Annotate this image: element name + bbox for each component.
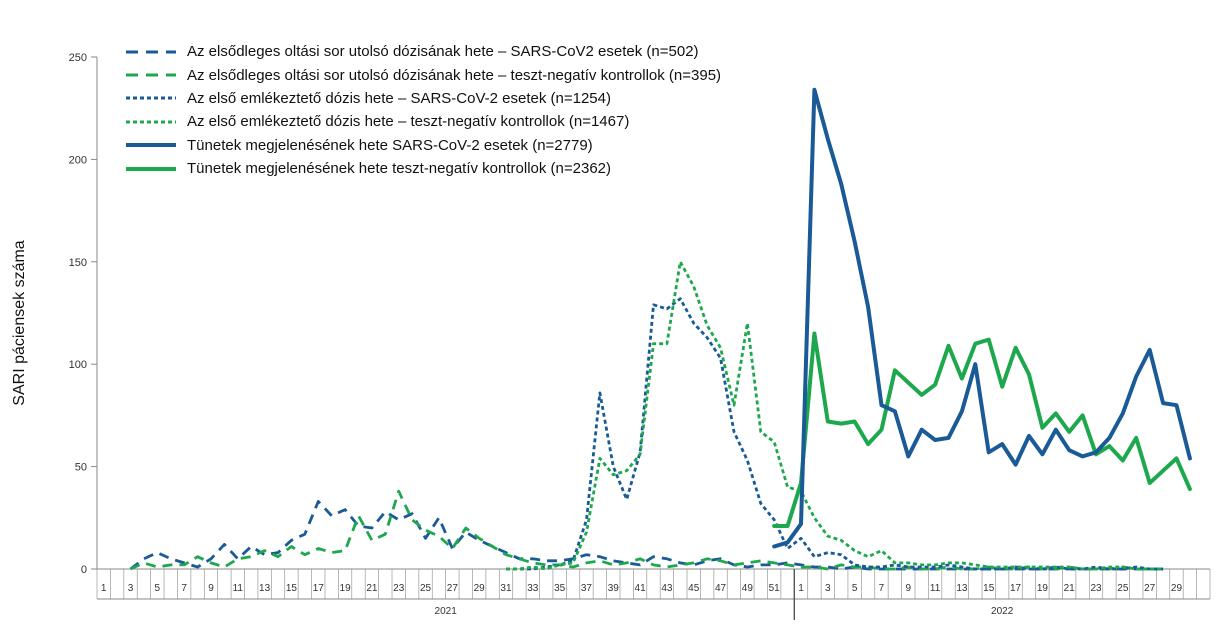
- x-tick-label: 1: [798, 583, 804, 594]
- x-tick-label: 43: [661, 583, 673, 594]
- y-tick-label: 150: [69, 257, 87, 269]
- series-line-4: [506, 260, 1164, 571]
- legend-label: Tünetek megjelenésének hete teszt-negatí…: [187, 160, 612, 178]
- y-tick-label: 200: [69, 154, 87, 166]
- legend-swatch: [126, 143, 176, 148]
- legend-label: Tünetek megjelenésének hete SARS-CoV-2 e…: [187, 136, 593, 154]
- legend-swatch: [126, 96, 176, 100]
- x-tick-label: 7: [181, 583, 187, 594]
- y-tick-label: 0: [81, 564, 87, 576]
- x-tick-label: 11: [930, 583, 941, 594]
- legend-label: Az első emlékeztető dózis hete – teszt-n…: [187, 113, 630, 131]
- x-tick-label: 9: [906, 583, 912, 594]
- x-tick-label: 29: [1171, 583, 1183, 594]
- x-tick-label: 15: [286, 583, 298, 594]
- legend-item: Tünetek megjelenésének hete teszt-negatí…: [125, 157, 721, 180]
- x-tick-label: 39: [608, 583, 620, 594]
- x-tick-label: 3: [128, 583, 134, 594]
- legend-label: Az elsődleges oltási sor utolsó dózisána…: [187, 43, 699, 61]
- series-line-3: [506, 297, 1164, 571]
- chart-legend: Az elsődleges oltási sor utolsó dózisána…: [125, 40, 721, 180]
- y-tick-label: 100: [69, 359, 87, 371]
- legend-swatch: [126, 120, 176, 124]
- chart-series-group: [129, 87, 1192, 571]
- x-tick-label: 21: [1064, 583, 1076, 594]
- x-tick-label: 13: [956, 583, 968, 594]
- x-tick-label: 17: [1010, 583, 1022, 594]
- x-tick-label: 23: [393, 583, 405, 594]
- y-tick-label: 250: [69, 52, 87, 64]
- x-tick-label: 15: [983, 583, 995, 594]
- legend-label: Az első emlékeztető dózis hete – SARS-Co…: [187, 89, 611, 107]
- x-tick-label: 5: [155, 583, 161, 594]
- legend-swatch: [126, 73, 176, 77]
- x-tick-label: 45: [688, 583, 700, 594]
- x-tick-label: 17: [313, 583, 325, 594]
- x-tick-label: 27: [1144, 583, 1156, 594]
- x-tick-label: 35: [554, 583, 566, 594]
- x-tick-label: 11: [233, 583, 244, 594]
- legend-swatch: [126, 166, 176, 171]
- x-tick-label: 29: [474, 583, 486, 594]
- x-tick-label: 1: [101, 583, 107, 594]
- y-axis-label: SARI páciensek száma: [11, 240, 28, 406]
- x-tick-label: 31: [500, 583, 512, 594]
- legend-item: Az elsődleges oltási sor utolsó dózisána…: [125, 63, 721, 86]
- x-tick-label: 21: [366, 583, 378, 594]
- x-tick-label: 41: [635, 583, 647, 594]
- legend-item: Tünetek megjelenésének hete SARS-CoV-2 e…: [125, 134, 721, 157]
- legend-label: Az elsődleges oltási sor utolsó dózisána…: [187, 66, 722, 84]
- legend-item: Az elsődleges oltási sor utolsó dózisána…: [125, 40, 721, 63]
- x-tick-label: 25: [420, 583, 432, 594]
- x-tick-label: 5: [852, 583, 858, 594]
- x-tick-label: 49: [742, 583, 754, 594]
- x-tick-label: 3: [825, 583, 831, 594]
- x-tick-label: 19: [340, 583, 352, 594]
- x-tick-label: 47: [715, 583, 727, 594]
- y-tick-label: 50: [75, 462, 87, 474]
- legend-swatch: [126, 50, 176, 54]
- x-tick-label: 25: [1117, 583, 1129, 594]
- x-tick-label: 9: [208, 583, 214, 594]
- x-tick-label: 51: [769, 583, 781, 594]
- series-line-2: [129, 489, 1164, 571]
- x-tick-label: 19: [1037, 583, 1049, 594]
- x-tick-label: 27: [447, 583, 459, 594]
- series-line-6: [772, 331, 1192, 528]
- x-tick-label: 37: [581, 583, 593, 594]
- legend-item: Az első emlékeztető dózis hete – teszt-n…: [125, 110, 721, 133]
- x-tick-label: 23: [1090, 583, 1102, 594]
- series-line-1: [129, 499, 1164, 571]
- x-tick-label: 7: [879, 583, 885, 594]
- series-line-5: [772, 87, 1192, 549]
- year-label: 2022: [991, 606, 1014, 617]
- x-tick-label: 13: [259, 583, 271, 594]
- x-tick-label: 33: [527, 583, 539, 594]
- year-label: 2021: [435, 606, 458, 617]
- legend-item: Az első emlékeztető dózis hete – SARS-Co…: [125, 87, 721, 110]
